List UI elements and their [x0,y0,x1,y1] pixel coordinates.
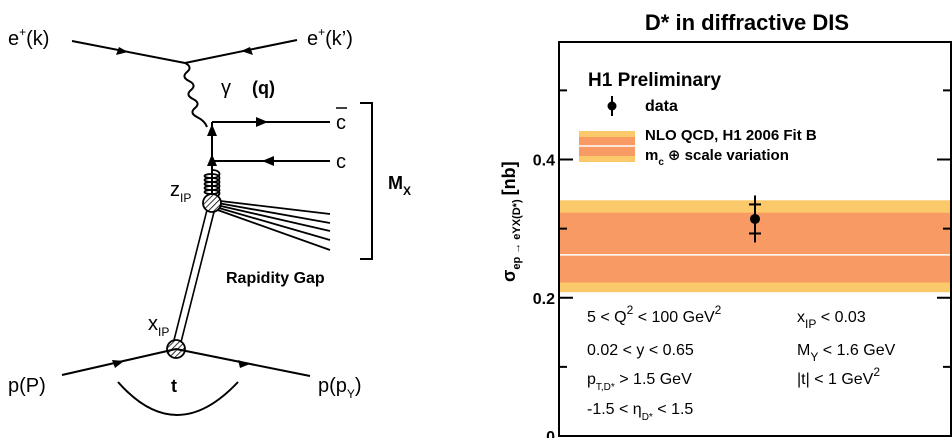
data-point [750,213,760,224]
cut-eta: -1.5 < ηD* < 1.5 [587,401,693,423]
mx-bracket [360,102,373,260]
upper-blob [202,193,222,213]
incoming-proton-label: p(P) [8,375,46,397]
quark-arrow-up [207,124,217,136]
legend-band-label-1: NLO QCD, H1 2006 Fit B [645,127,817,144]
outgoing-electron-line [184,39,298,64]
incoming-electron-line [71,40,186,64]
cut-t: |t| < 1 GeV2 [797,365,880,388]
cut-my: MY < 1.6 GeV [797,342,896,364]
experiment-label: H1 Preliminary [588,70,721,91]
data-point-group [749,195,761,243]
chart-title: D* in diffractive DIS [645,10,849,35]
plot-frame [558,41,952,437]
y-axis-ticks: 0 0.2 0.4 [533,89,951,438]
pomeron-line [171,205,216,351]
incoming-proton-arrow [112,360,124,368]
incoming-electron-arrow [116,47,128,55]
anticharm-arrow [256,117,268,127]
q-label: (q) [252,78,275,98]
y-tick-label: 0 [546,429,555,438]
gamma-label: γ [221,77,231,99]
outgoing-electron-arrow [241,47,253,55]
cut-pt: pT,D* > 1.5 GeV [587,371,692,393]
outgoing-proton-arrow [238,360,250,368]
cut-xpom: xIP < 0.03 [797,309,866,331]
t-arc [117,381,239,416]
anticharm-label: c [336,112,346,134]
y-tick-label: 0.4 [533,153,555,170]
legend-band-label-2: mc ⊕ scale variation [645,147,789,168]
feynman-diagram: γ (q) c c zIP MX xIP Rapidity Gap [8,25,411,416]
theory-bands [559,200,951,293]
y-tick-label: 0.2 [533,291,555,308]
charm-label: c [336,151,346,173]
incoming-electron-label: e+(k) [8,25,49,50]
rapidity-gap-label: Rapidity Gap [226,270,325,287]
charm-arrow [262,156,274,166]
remnant-lines [211,199,331,251]
chart: D* in diffractive DIS 0 0.2 0.4 σep → eYX(… [499,10,952,438]
mx-label: MX [388,173,411,198]
t-label: t [171,376,177,396]
legend-data-label: data [645,98,678,115]
outgoing-electron-label: e+(k’) [307,25,353,50]
x-pomeron-label: xIP [148,313,169,339]
cut-q2: 5 < Q2 < 100 GeV2 [587,303,722,326]
photon-line [183,62,208,128]
cut-y: 0.02 < y < 0.65 [587,342,694,359]
z-pomeron-label: zIP [170,179,191,205]
outgoing-proton-label: p(pY) [318,375,362,401]
y-axis-label: σep → eYX(D*)[nb] [499,161,523,282]
